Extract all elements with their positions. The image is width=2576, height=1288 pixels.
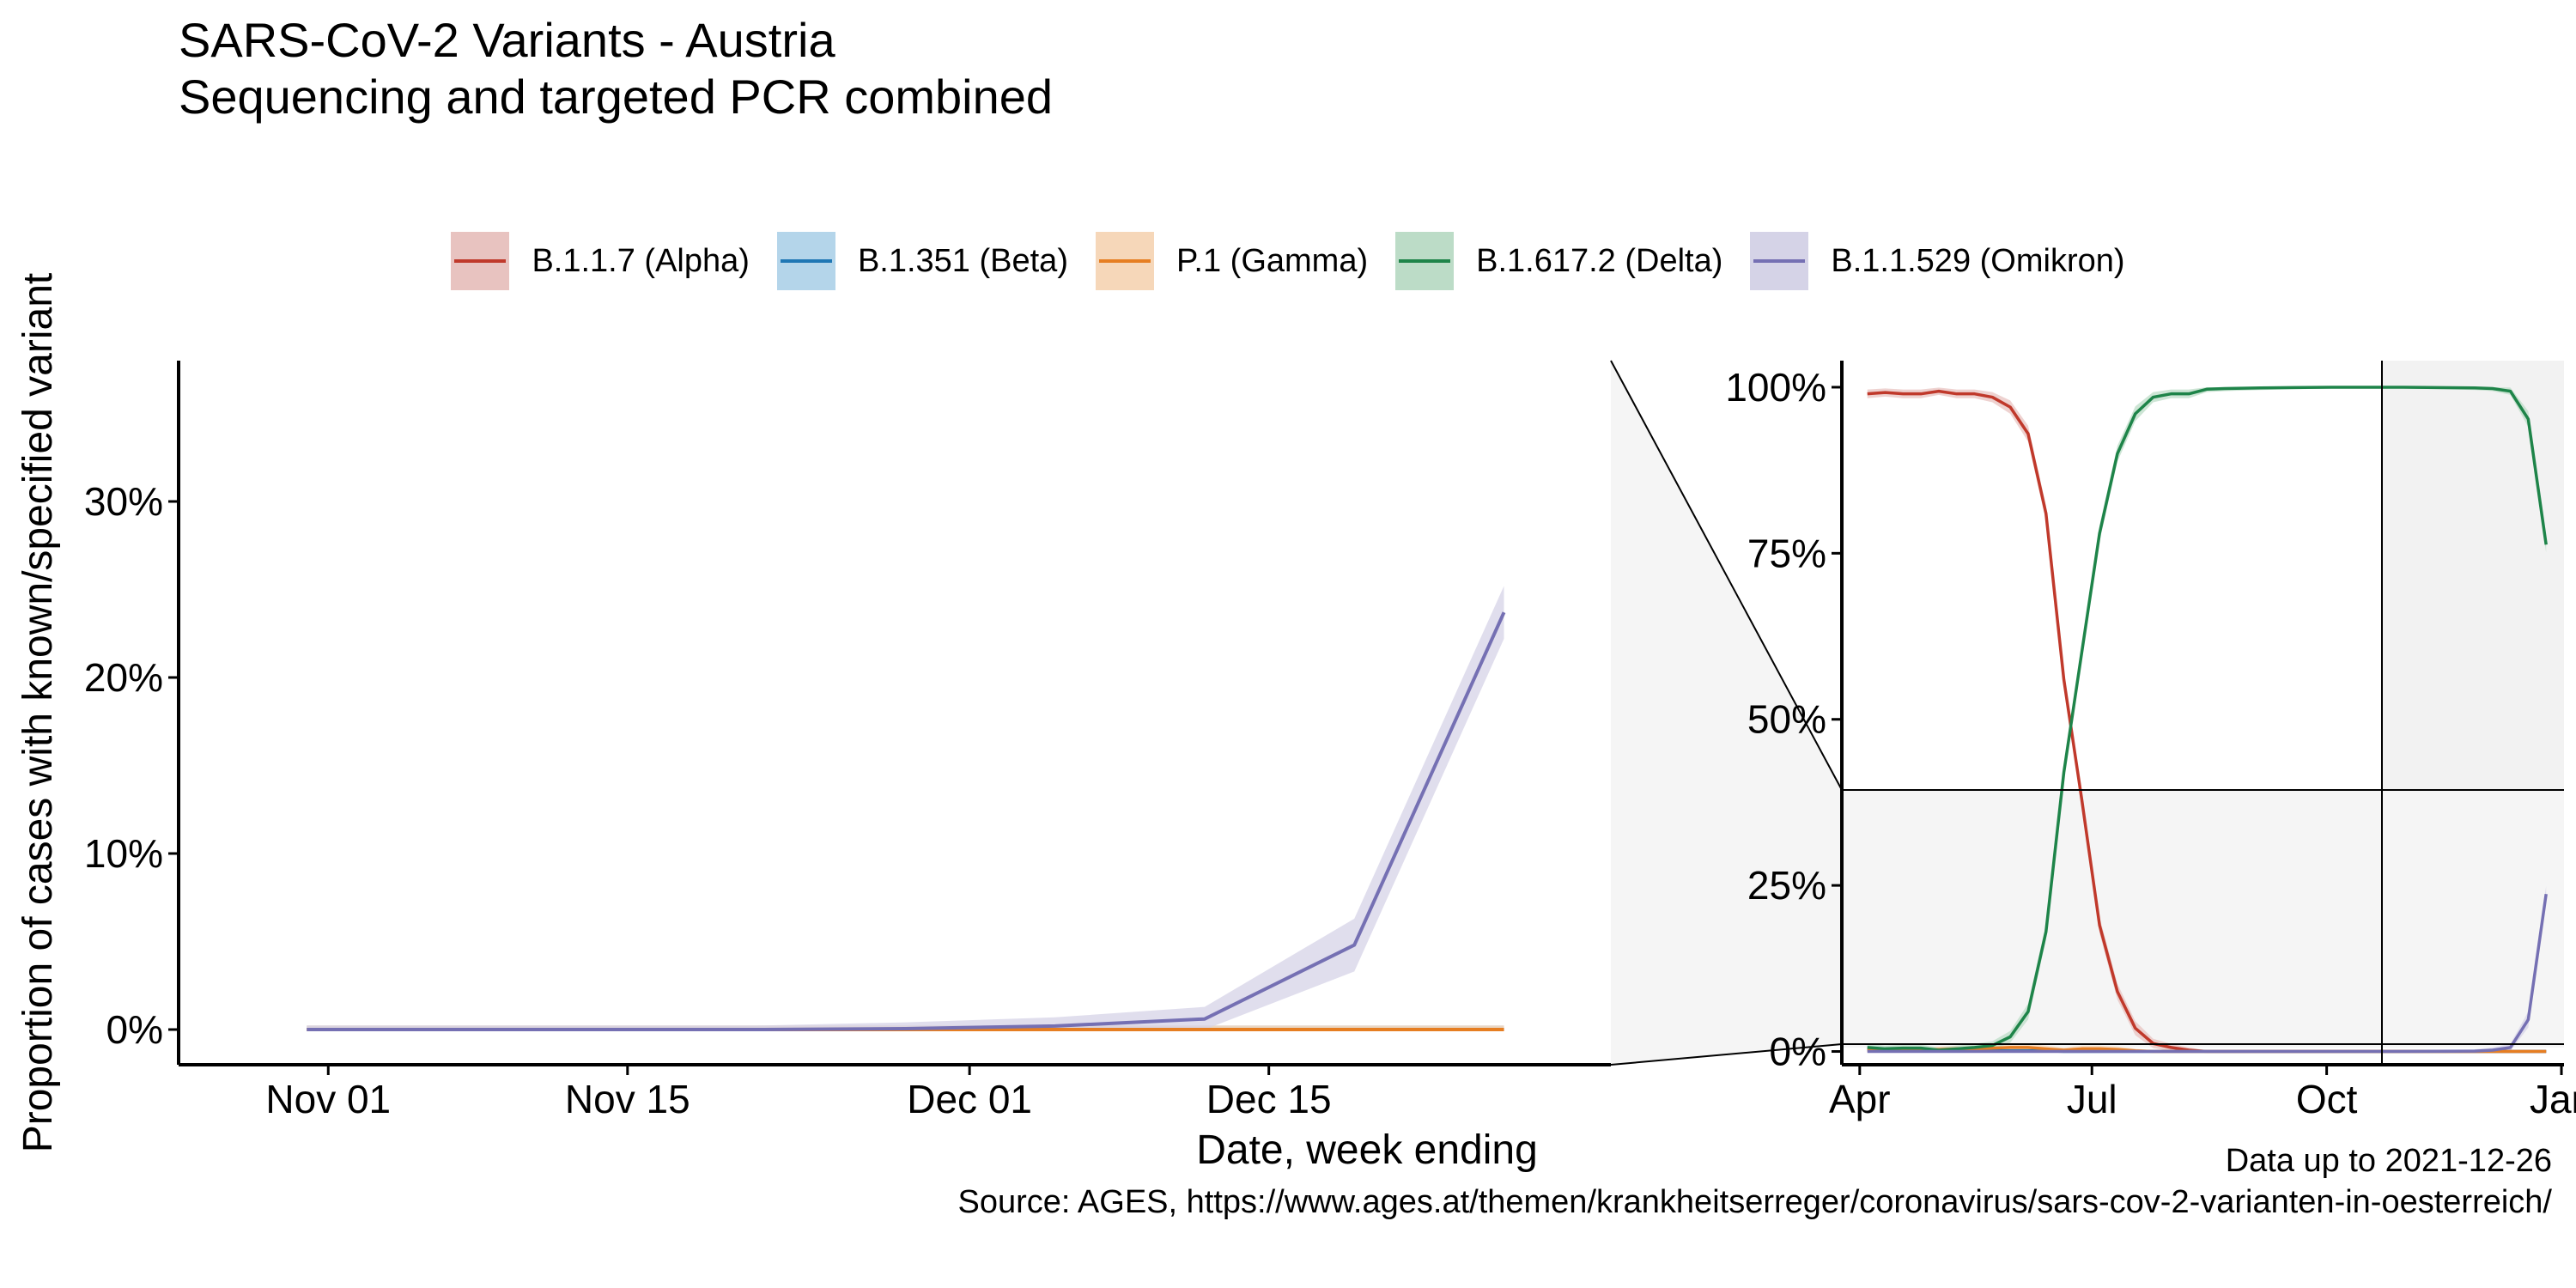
inset-y-ticks: 0% 25% 50% 75% 100% — [1725, 365, 1842, 1074]
x-tick-label: Nov 01 — [265, 1077, 391, 1121]
x-tick-label: Nov 15 — [565, 1077, 690, 1121]
legend-item: B.1.1.529 (Omikron) — [1750, 232, 2125, 290]
legend-key-line — [1399, 259, 1451, 263]
legend-key — [451, 232, 510, 290]
caption-data-date: Data up to 2021-12-26 — [2225, 1143, 2552, 1179]
legend-item: B.1.351 (Beta) — [776, 232, 1068, 290]
y-tick-label: 10% — [84, 831, 163, 876]
legend-key — [1095, 232, 1154, 290]
main-y-ticks: 0% 10% 20% 30% — [84, 479, 179, 1052]
zoom-connector-top — [1610, 360, 1843, 791]
main-x-ticks: Nov 01 Nov 15 Dec 01 Dec 15 — [265, 1065, 1332, 1121]
legend-item: B.1.617.2 (Delta) — [1395, 232, 1722, 290]
legend-key — [1395, 232, 1455, 290]
caption-source: Source: AGES, https://www.ages.at/themen… — [957, 1184, 2552, 1220]
legend-key-line — [1753, 259, 1806, 263]
legend-label: P.1 (Gamma) — [1176, 242, 1369, 279]
chart-titles: SARS-CoV-2 Variants - Austria Sequencing… — [179, 12, 1053, 125]
legend-item: B.1.1.7 (Alpha) — [451, 232, 750, 290]
y-tick-label: 75% — [1747, 531, 1826, 575]
caption: Data up to 2021-12-26 Source: AGES, http… — [958, 1140, 2552, 1223]
y-tick-label: 0% — [1770, 1030, 1826, 1074]
main-series-lines — [307, 611, 1506, 1031]
series-line — [1867, 386, 2548, 1052]
y-axis-title: Proportion of cases with known/specified… — [15, 273, 61, 1153]
y-tick-label: 30% — [84, 479, 163, 524]
inset-series-lines — [1867, 386, 2548, 1054]
legend-key-line — [454, 259, 507, 263]
legend-key-line — [1098, 259, 1151, 263]
inset-panel: 0% 25% 50% 75% 100% Apr Jul Oct Jan — [1725, 361, 2576, 1121]
legend-label: B.1.351 (Beta) — [857, 242, 1068, 279]
legend-label: B.1.617.2 (Delta) — [1476, 242, 1723, 279]
legend: B.1.1.7 (Alpha) B.1.351 (Beta) P.1 (Gamma)… — [0, 232, 2576, 290]
y-tick-label: 50% — [1747, 697, 1826, 742]
y-tick-label: 100% — [1725, 365, 1826, 410]
main-confidence-bands — [307, 586, 1504, 1030]
zoom-connector-band — [1611, 361, 1842, 1065]
chart-title: SARS-CoV-2 Variants - Austria — [179, 13, 835, 67]
series-line — [307, 611, 1506, 1031]
legend-key-line — [780, 259, 832, 263]
zoom-connector-bottom — [1610, 1043, 1843, 1066]
y-tick-label: 20% — [84, 655, 163, 700]
x-tick-label: Jul — [2067, 1077, 2117, 1121]
x-axis-title: Date, week ending — [1196, 1127, 1538, 1173]
legend-label: B.1.1.529 (Omikron) — [1831, 242, 2125, 279]
chart-subtitle: Sequencing and targeted PCR combined — [179, 70, 1054, 124]
x-tick-label: Dec 01 — [907, 1077, 1032, 1121]
inset-zoom-band — [1842, 790, 2564, 1048]
x-tick-label: Dec 15 — [1206, 1077, 1332, 1121]
y-tick-label: 0% — [106, 1007, 163, 1052]
x-tick-label: Jan — [2530, 1077, 2576, 1121]
x-tick-label: Apr — [1829, 1077, 1891, 1121]
legend-key — [1750, 232, 1809, 290]
series-line — [1867, 893, 2548, 1054]
legend-key — [776, 232, 835, 290]
x-tick-label: Oct — [2296, 1077, 2358, 1121]
legend-label: B.1.1.7 (Alpha) — [532, 242, 750, 279]
y-tick-label: 25% — [1747, 863, 1826, 908]
main-panel: 0% 10% 20% 30% Nov 01 Nov 15 Dec 01 Dec 15 Dat… — [15, 273, 1611, 1173]
series-confidence-band — [307, 586, 1504, 1030]
inset-x-ticks: Apr Jul Oct Jan — [1829, 1065, 2576, 1121]
legend-item: P.1 (Gamma) — [1095, 232, 1369, 290]
